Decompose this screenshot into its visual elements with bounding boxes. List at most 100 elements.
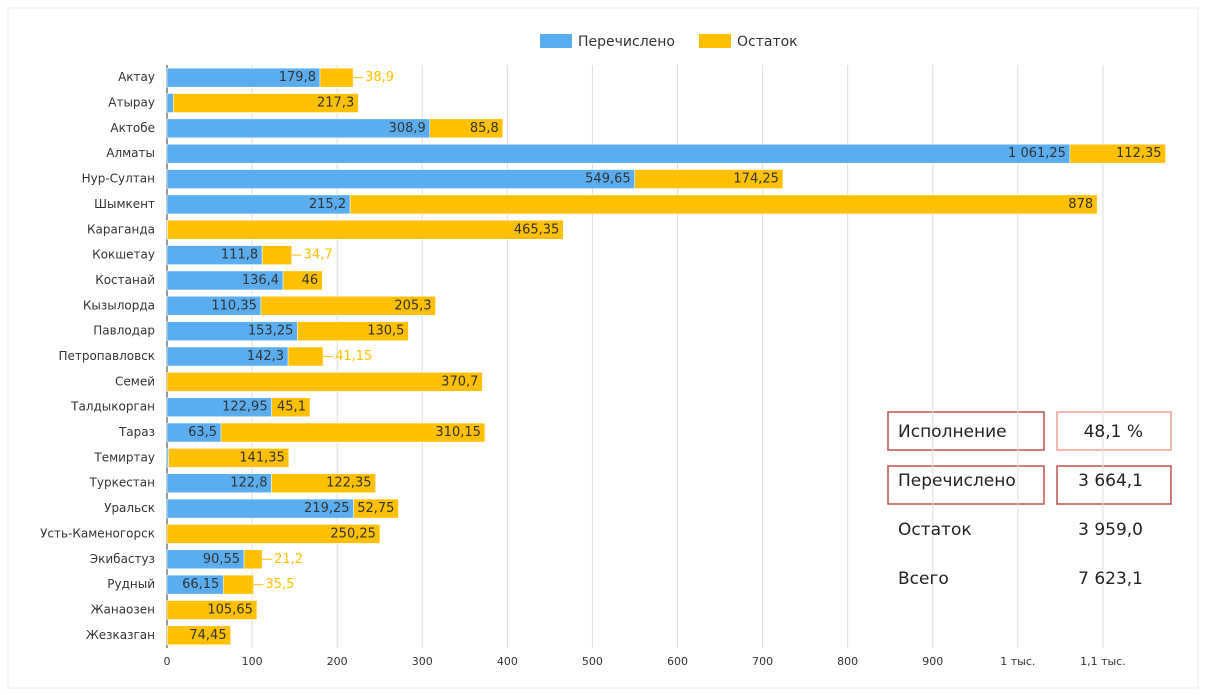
- y-tick-label: Актау: [118, 70, 155, 84]
- data-label: 111,8: [221, 248, 258, 263]
- summary-value: 48,1 %: [1084, 422, 1143, 442]
- y-tick-label: Усть-Каменогорск: [40, 526, 155, 540]
- bar: [287, 346, 324, 367]
- summary-value: 3 664,1: [1078, 471, 1143, 491]
- y-tick-label: Темиртау: [93, 450, 155, 464]
- data-label: 122,35: [326, 476, 372, 491]
- bar: [261, 245, 292, 265]
- highlight-box: [887, 465, 1045, 505]
- bar: [271, 473, 376, 493]
- legend-swatch: [540, 34, 572, 48]
- y-tick-label: Уральск: [104, 501, 155, 515]
- legend-label: Перечислено: [578, 34, 675, 50]
- bar: [166, 372, 483, 392]
- summary-label: Перечислено: [898, 471, 1016, 491]
- bar: [166, 93, 174, 113]
- bar: [1069, 143, 1166, 164]
- y-tick-label: Караганда: [87, 222, 155, 236]
- y-tick-label: Нур-Султан: [82, 172, 155, 186]
- y-tick-label: Атырау: [108, 96, 155, 110]
- bar: [297, 321, 409, 341]
- data-label: 122,95: [222, 400, 268, 415]
- data-label: 179,8: [279, 70, 316, 85]
- bar: [166, 169, 635, 189]
- data-label: 310,15: [435, 425, 481, 440]
- bar: [353, 498, 399, 519]
- data-label: 90,55: [203, 552, 240, 567]
- bar: [271, 397, 311, 417]
- bar: [243, 549, 263, 570]
- summary-value: 7 623,1: [1078, 569, 1143, 589]
- bar: [429, 118, 504, 139]
- bar: [223, 574, 254, 595]
- summary-label: Исполнение: [898, 422, 1007, 442]
- data-label: 250,25: [330, 526, 376, 541]
- y-tick-label: Талдыкорган: [70, 400, 155, 414]
- x-tick-label: 800: [837, 655, 858, 668]
- data-label: 136,4: [242, 273, 279, 288]
- data-label: 1 061,25: [1008, 146, 1066, 161]
- highlight-box: [1056, 465, 1172, 505]
- data-label: 41,15: [335, 349, 372, 364]
- bar: [173, 93, 359, 113]
- bar: [167, 625, 231, 646]
- y-tick-label: Кызылорда: [83, 298, 155, 312]
- bar: [634, 169, 784, 189]
- bar: [166, 143, 1071, 164]
- x-tick-label: 400: [497, 655, 518, 668]
- highlight-box: [887, 411, 1045, 451]
- data-label: 205,3: [394, 298, 431, 313]
- data-label: 35,5: [265, 577, 294, 592]
- data-label: 141,35: [239, 450, 285, 465]
- data-label: 215,2: [309, 197, 346, 212]
- data-label: 46: [302, 273, 319, 288]
- data-label: 105,65: [207, 602, 253, 617]
- y-tick-label: Петропавловск: [58, 349, 155, 363]
- x-tick-label: 600: [667, 655, 688, 668]
- legend-swatch: [699, 34, 731, 48]
- highlight-box: [1056, 411, 1172, 451]
- data-label: 112,35: [1116, 146, 1162, 161]
- bar: [168, 448, 290, 468]
- data-label: 21,2: [274, 552, 303, 567]
- data-label: 85,8: [470, 121, 499, 136]
- data-label: 74,45: [189, 628, 226, 643]
- y-tick-label: Экибастуз: [90, 552, 155, 566]
- bar: [167, 220, 564, 240]
- bar: [166, 524, 381, 544]
- summary-label: Всего: [898, 569, 949, 589]
- data-label: 174,25: [733, 172, 779, 187]
- data-label: 66,15: [182, 577, 219, 592]
- data-label: 130,5: [367, 324, 404, 339]
- data-label: 878: [1068, 197, 1093, 212]
- y-tick-label: Павлодар: [93, 324, 155, 338]
- x-tick-label: 200: [327, 655, 348, 668]
- y-tick-label: Шымкент: [94, 197, 155, 211]
- summary-value: 3 959,0: [1078, 520, 1143, 540]
- data-label: 370,7: [441, 374, 478, 389]
- bar: [166, 600, 258, 620]
- bar: [220, 422, 486, 443]
- y-tick-label: Тараз: [118, 425, 155, 439]
- bar: [260, 296, 436, 316]
- bar: [349, 194, 1098, 215]
- data-label: 153,25: [248, 324, 294, 339]
- x-tick-label: 500: [582, 655, 603, 668]
- data-label: 549,65: [585, 172, 631, 187]
- data-label: 219,25: [304, 501, 350, 516]
- data-label: 308,9: [389, 121, 426, 136]
- y-tick-label: Актобе: [110, 121, 155, 135]
- data-label: 142,3: [247, 349, 284, 364]
- y-tick-label: Рудный: [107, 577, 155, 591]
- data-label: 122,8: [230, 476, 267, 491]
- legend-label: Остаток: [737, 34, 798, 50]
- x-tick-label: 700: [752, 655, 773, 668]
- bar: [319, 67, 354, 88]
- y-tick-label: Кокшетау: [92, 248, 155, 262]
- y-tick-label: Семей: [115, 374, 155, 388]
- x-tick-label: 300: [412, 655, 433, 668]
- data-label: 217,3: [317, 96, 354, 111]
- y-tick-label: Жезказган: [86, 628, 155, 642]
